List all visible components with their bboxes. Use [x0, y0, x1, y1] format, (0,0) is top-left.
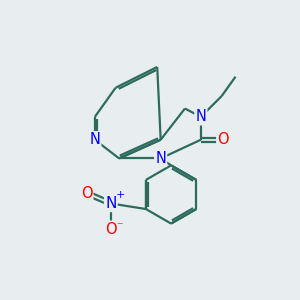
Text: N: N — [89, 132, 100, 147]
Text: N: N — [195, 109, 206, 124]
Text: O: O — [105, 222, 117, 237]
Text: +: + — [116, 190, 125, 200]
Text: O: O — [217, 132, 229, 147]
Text: ⁻: ⁻ — [117, 220, 123, 233]
Text: N: N — [155, 151, 166, 166]
Text: N: N — [105, 196, 116, 211]
Text: O: O — [81, 186, 92, 201]
